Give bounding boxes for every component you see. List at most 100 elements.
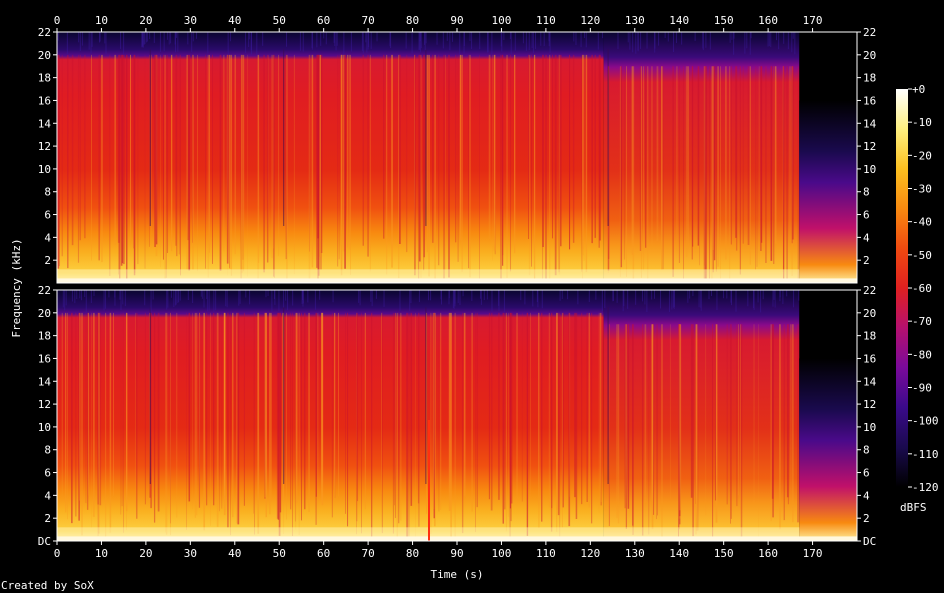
colorbar-tick-label: -20 <box>912 149 932 162</box>
x-tick-label-top: 140 <box>669 14 689 27</box>
colorbar <box>896 89 908 487</box>
y-tick-label-right: 10 <box>863 163 876 176</box>
dc-band <box>57 278 857 283</box>
y-tick-label-right: 16 <box>863 352 876 365</box>
footer-credit: Created by SoX <box>1 579 94 592</box>
y-tick-label-left: 16 <box>38 94 51 107</box>
colorbar-tick-label: -10 <box>912 116 932 129</box>
y-tick-label-left: 14 <box>38 117 52 130</box>
y-tick-label-left: 2 <box>44 512 51 525</box>
x-tick-label-top: 0 <box>54 14 61 27</box>
colorbar-tick-label: -50 <box>912 249 932 262</box>
x-tick-label-top: 30 <box>184 14 197 27</box>
y-tick-label-left: 2 <box>44 254 51 267</box>
y-tick-label-right: 8 <box>863 186 870 199</box>
colorbar-tick-label: -120 <box>912 481 939 494</box>
colorbar-tick-label: -40 <box>912 216 932 229</box>
y-tick-label-left: 12 <box>38 398 51 411</box>
x-tick-label-top: 40 <box>228 14 241 27</box>
y-tick-label-left: 4 <box>44 489 51 502</box>
spectrum-region-late <box>603 290 800 541</box>
colorbar-tick-label: -100 <box>912 415 939 428</box>
colorbar-tick-label: +0 <box>912 83 925 96</box>
y-tick-label-right: 20 <box>863 49 876 62</box>
x-tick-label-bottom: 160 <box>758 547 778 560</box>
y-tick-label-right: 6 <box>863 209 870 222</box>
y-tick-label-left: 18 <box>38 72 51 85</box>
x-tick-label-top: 120 <box>580 14 600 27</box>
y-tick-label-left: 4 <box>44 231 51 244</box>
y-tick-label-left: 20 <box>38 307 51 320</box>
x-tick-label-bottom: 170 <box>803 547 823 560</box>
spectrum-region-tail <box>799 358 857 541</box>
x-tick-label-top: 50 <box>273 14 286 27</box>
y-tick-label-right: 18 <box>863 72 876 85</box>
y-tick-label-left: 6 <box>44 467 51 480</box>
y-tick-label-left: 22 <box>38 26 51 39</box>
x-tick-label-top: 150 <box>714 14 734 27</box>
x-tick-label-top: 100 <box>492 14 512 27</box>
y-tick-label-right: 10 <box>863 421 876 434</box>
colorbar-tick-label: -110 <box>912 448 939 461</box>
colorbar-tick-label: -30 <box>912 183 932 196</box>
colorbar-tick-label: -80 <box>912 348 932 361</box>
x-tick-label-bottom: 60 <box>317 547 330 560</box>
y-tick-label-right: 14 <box>863 117 877 130</box>
spectrum-region-main <box>57 290 604 541</box>
x-tick-label-bottom: 40 <box>228 547 241 560</box>
x-tick-label-bottom: 100 <box>492 547 512 560</box>
y-tick-label-right: 16 <box>863 94 876 107</box>
y-tick-label-left: 14 <box>38 375 52 388</box>
x-tick-label-top: 20 <box>139 14 152 27</box>
y-tick-label-right: 12 <box>863 398 876 411</box>
spectrum-region-late <box>603 32 800 283</box>
x-tick-label-top: 80 <box>406 14 419 27</box>
colorbar-ticks: +0 -10 -20 -30 -40 -50 -60 -70 -80 -90 -100 -110 -12… <box>908 83 939 494</box>
y-tick-label-right: 8 <box>863 444 870 457</box>
x-tick-label-bottom: 150 <box>714 547 734 560</box>
y-tick-label-left: DC <box>38 535 51 548</box>
x-tick-label-bottom: 80 <box>406 547 419 560</box>
colorbar-label: dBFS <box>900 501 927 514</box>
x-tick-label-bottom: 110 <box>536 547 556 560</box>
x-tick-label-top: 170 <box>803 14 823 27</box>
y-tick-label-left: 10 <box>38 421 51 434</box>
x-tick-label-top: 60 <box>317 14 330 27</box>
y-tick-label-left: 22 <box>38 284 51 297</box>
x-tick-label-bottom: 30 <box>184 547 197 560</box>
x-tick-label-top: 70 <box>361 14 374 27</box>
x-tick-label-top: 90 <box>450 14 463 27</box>
y-tick-label-right: 2 <box>863 254 870 267</box>
x-tick-label-bottom: 50 <box>273 547 286 560</box>
x-axis-label: Time (s) <box>431 568 484 581</box>
spectrum-region-tail <box>799 100 857 283</box>
y-tick-label-left: 10 <box>38 163 51 176</box>
x-tick-label-bottom: 120 <box>580 547 600 560</box>
x-tick-label-bottom: 140 <box>669 547 689 560</box>
y-tick-label-right: 6 <box>863 467 870 480</box>
colorbar-tick-label: -60 <box>912 282 932 295</box>
y-tick-label-right: 22 <box>863 284 876 297</box>
x-tick-label-bottom: 10 <box>95 547 108 560</box>
x-tick-label-bottom: 20 <box>139 547 152 560</box>
y-tick-label-left: 16 <box>38 352 51 365</box>
x-tick-label-bottom: 70 <box>361 547 374 560</box>
spectrogram-top-channel <box>57 32 857 283</box>
y-tick-label-left: 18 <box>38 330 51 343</box>
x-tick-label-top: 110 <box>536 14 556 27</box>
x-tick-label-top: 10 <box>95 14 108 27</box>
y-tick-label-right: 22 <box>863 26 876 39</box>
y-tick-label-right: 12 <box>863 140 876 153</box>
colorbar-tick-label: -70 <box>912 315 932 328</box>
y-tick-label-left: 8 <box>44 444 51 457</box>
colorbar-tick-label: -90 <box>912 382 932 395</box>
y-tick-label-left: 6 <box>44 209 51 222</box>
y-tick-label-right: 4 <box>863 231 870 244</box>
y-tick-label-right: 4 <box>863 489 870 502</box>
dc-band <box>57 536 857 541</box>
spectrogram-bottom-channel <box>57 290 857 541</box>
x-tick-label-top: 160 <box>758 14 778 27</box>
y-tick-label-right: 20 <box>863 307 876 320</box>
